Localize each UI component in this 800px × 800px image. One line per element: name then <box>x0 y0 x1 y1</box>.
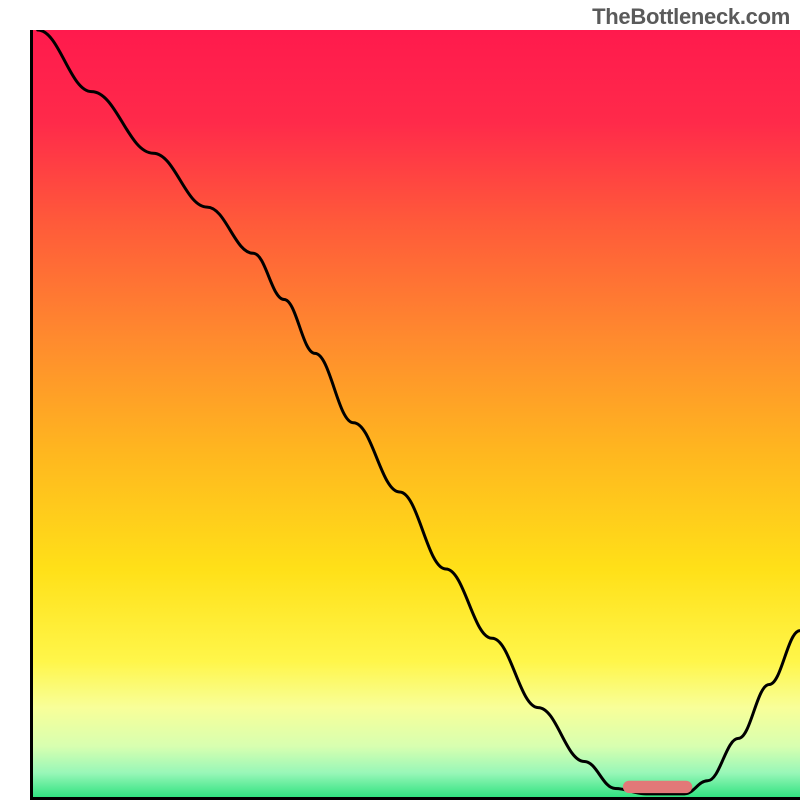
gradient-background <box>30 30 800 800</box>
bottleneck-chart <box>30 30 800 800</box>
watermark-text: TheBottleneck.com <box>592 4 790 30</box>
plot-area <box>30 30 800 800</box>
optimal_range_marker <box>623 781 692 793</box>
chart-container: { "watermark": { "text": "TheBottleneck.… <box>0 0 800 800</box>
